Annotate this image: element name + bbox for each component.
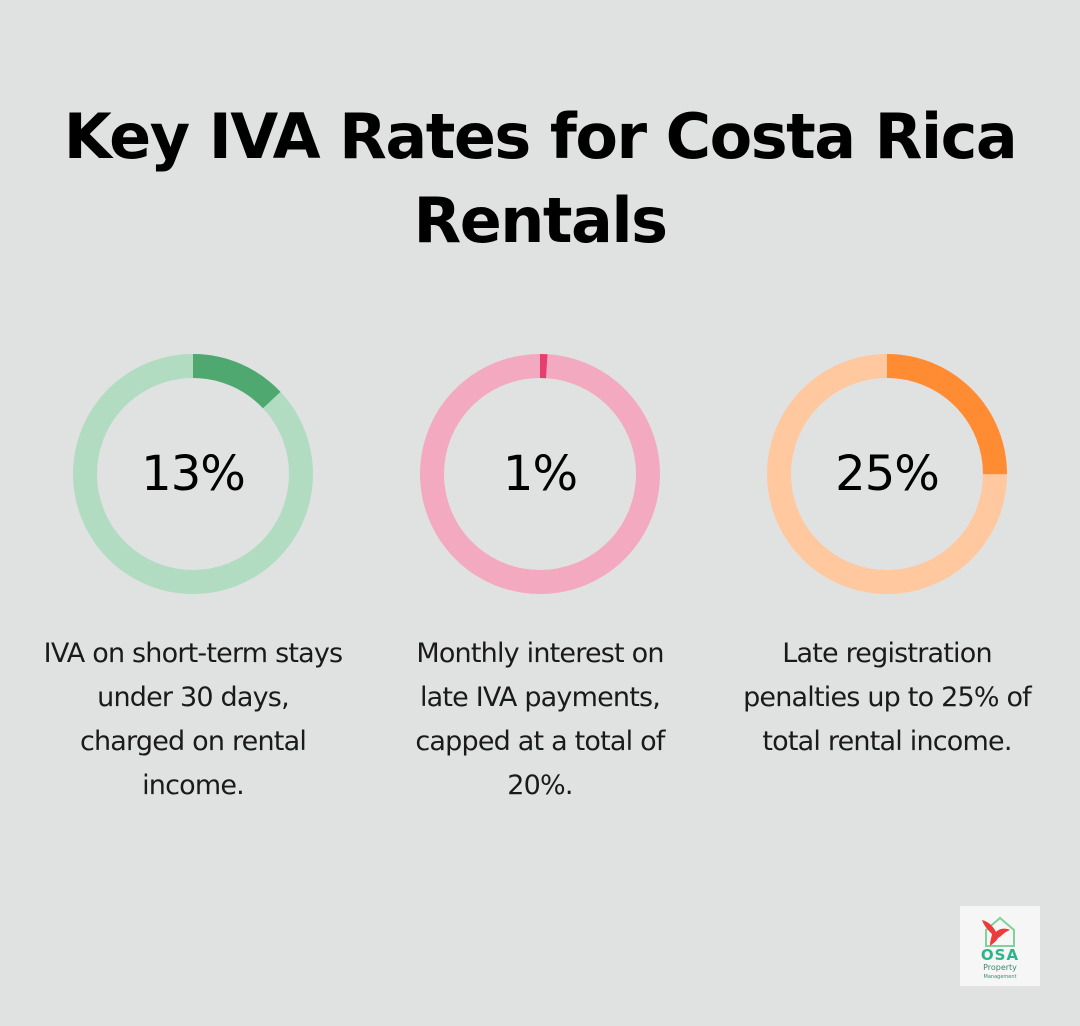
stat-card-late-registration: 25% Late registration penalties up to 25… xyxy=(737,352,1037,764)
donut-ring-icon xyxy=(73,354,313,594)
stat-card-short-term-iva: 13% IVA on short-term stays under 30 day… xyxy=(43,352,343,808)
house-bird-icon xyxy=(982,916,1015,947)
stat-description: Late registration penalties up to 25% of… xyxy=(743,638,1032,757)
donut-ring-icon xyxy=(420,354,660,594)
osa-logo: OSA Property Management xyxy=(960,906,1040,986)
stat-description: Monthly interest on late IVA payments, c… xyxy=(415,638,665,801)
donut-chart: 25% xyxy=(765,352,1009,596)
logo-subtitle-small: Management xyxy=(983,974,1017,980)
stat-value: 25% xyxy=(835,446,940,502)
donut-ring-icon xyxy=(767,354,1007,594)
stat-value: 1% xyxy=(502,446,578,502)
logo-name: OSA xyxy=(980,946,1020,964)
stat-value: 13% xyxy=(141,446,246,502)
stat-card-late-interest: 1% Monthly interest on late IVA payments… xyxy=(390,352,690,808)
donut-chart: 1% xyxy=(418,352,662,596)
stat-description: IVA on short-term stays under 30 days, c… xyxy=(43,638,343,801)
logo-subtitle: Property xyxy=(983,963,1017,972)
page-title: Key IVA Rates for Costa Rica Rentals xyxy=(63,100,1018,257)
donut-chart: 13% xyxy=(71,352,315,596)
